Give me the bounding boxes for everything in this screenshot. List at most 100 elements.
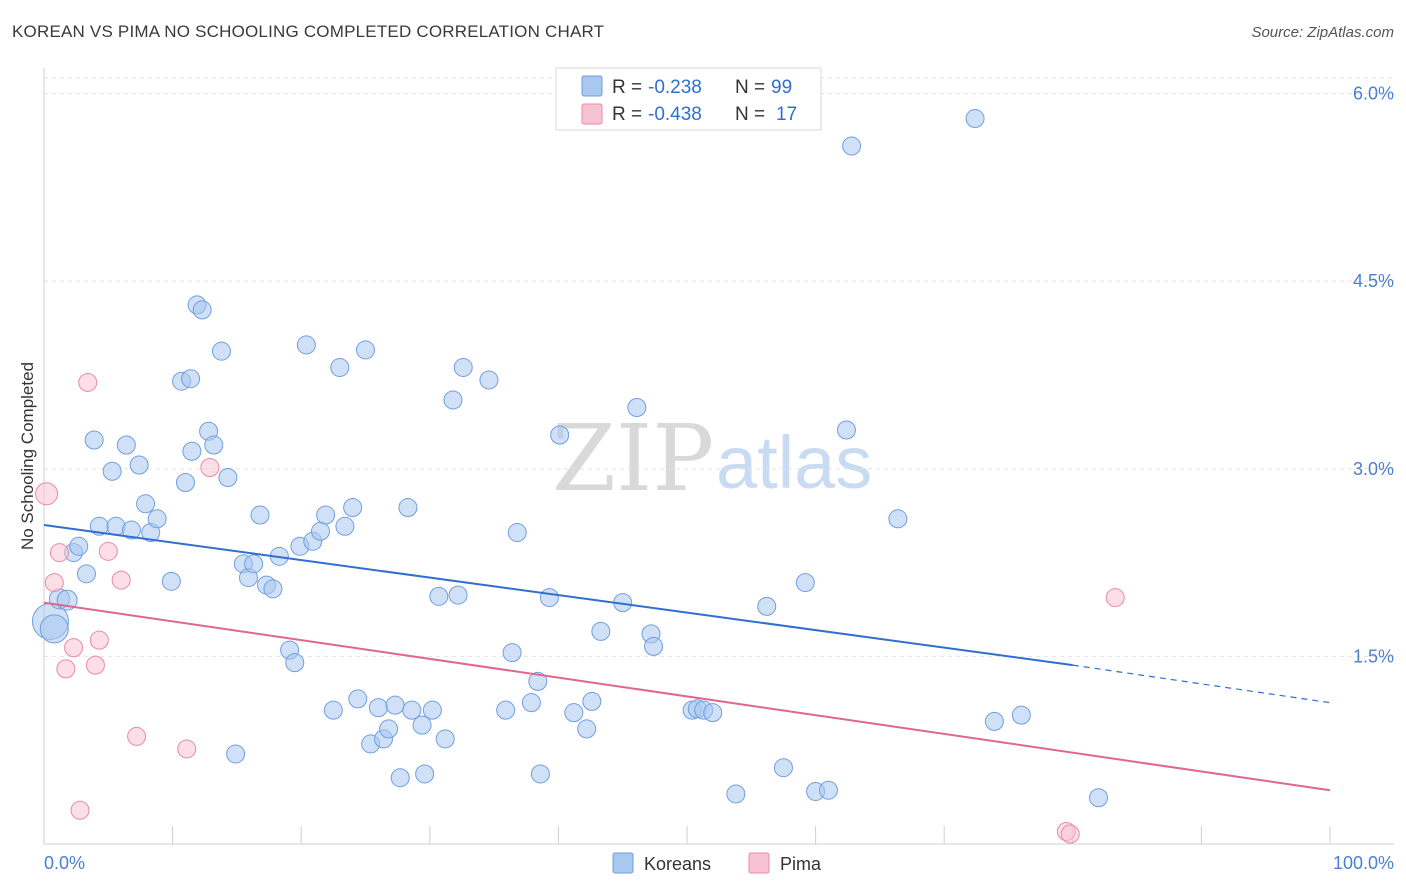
legend-n-value-koreans: 99 (771, 77, 792, 98)
data-point-koreans (415, 764, 435, 784)
y-tick-label: 6.0% (1353, 84, 1394, 104)
data-point-pima (85, 655, 105, 675)
data-point-koreans (390, 768, 410, 788)
data-point-pima (64, 638, 84, 658)
data-point-koreans (204, 435, 224, 455)
data-point-koreans (564, 703, 584, 723)
data-point-koreans (323, 700, 343, 720)
data-point-pima (127, 726, 147, 746)
bottom-legend-swatch-koreans (612, 852, 634, 874)
data-point-pima (177, 739, 197, 759)
x-axis-ticks (172, 826, 1331, 844)
data-point-koreans (250, 505, 270, 525)
legend-r-label-koreans: R = (612, 77, 642, 98)
data-point-koreans (773, 758, 793, 778)
data-point-koreans (129, 455, 149, 475)
data-point-koreans (102, 461, 122, 481)
data-point-koreans (211, 341, 231, 361)
source-credit: Source: ZipAtlas.com (1251, 24, 1394, 41)
data-point-koreans (136, 494, 156, 514)
data-point-koreans (530, 764, 550, 784)
data-point-koreans (368, 698, 388, 718)
data-point-koreans (402, 700, 422, 720)
y-tick-label: 1.5% (1353, 646, 1394, 666)
data-point-koreans (582, 691, 602, 711)
stats-legend: R = -0.238 N = 99 R = -0.438 N = 17 (555, 67, 822, 131)
data-point-pima (111, 570, 131, 590)
data-point-koreans (1011, 705, 1031, 725)
series-layer (31, 109, 1331, 844)
data-point-koreans (521, 693, 541, 713)
data-point-koreans (398, 498, 418, 518)
data-point-koreans (379, 719, 399, 739)
data-point-koreans (175, 473, 195, 493)
data-point-koreans (192, 300, 212, 320)
data-point-koreans (965, 109, 985, 129)
legend-n-label-koreans: N = (735, 77, 765, 98)
data-point-koreans (577, 719, 597, 739)
data-point-koreans (121, 520, 141, 540)
data-point-koreans (443, 390, 463, 410)
series-legend: Koreans Pima (612, 852, 822, 874)
data-point-koreans (39, 614, 69, 644)
data-point-koreans (218, 468, 238, 488)
data-point-koreans (726, 784, 746, 804)
data-point-pima (200, 458, 220, 478)
data-point-pima (1060, 824, 1080, 844)
watermark-zip: ZIP (552, 405, 714, 512)
data-point-koreans (507, 523, 527, 543)
data-point-koreans (422, 700, 442, 720)
data-point-koreans (496, 700, 516, 720)
data-point-koreans (644, 636, 664, 656)
chart-title: KOREAN VS PIMA NO SCHOOLING COMPLETED CO… (12, 22, 605, 41)
data-point-koreans (1089, 788, 1109, 808)
data-point-pima (98, 541, 118, 561)
data-point-koreans (147, 509, 167, 529)
data-point-koreans (263, 579, 283, 599)
data-point-koreans (429, 586, 449, 606)
data-point-koreans (285, 653, 305, 673)
data-point-koreans (76, 564, 96, 584)
data-point-koreans (412, 715, 432, 735)
data-point-koreans (343, 498, 363, 518)
legend-n-label-pima: N = (735, 104, 765, 125)
data-point-koreans (356, 340, 375, 360)
trend-line-extension-koreans (1072, 664, 1331, 704)
data-point-pima (78, 372, 98, 392)
y-tick-label: 3.0% (1353, 459, 1394, 479)
data-point-koreans (842, 136, 862, 156)
data-point-koreans (330, 357, 350, 377)
legend-swatch-koreans (581, 75, 603, 97)
series-pima (35, 372, 1125, 844)
data-point-koreans (310, 521, 330, 541)
y-tick-label: 4.5% (1353, 271, 1394, 291)
data-point-koreans (181, 369, 201, 389)
bottom-legend-swatch-pima (748, 852, 770, 874)
trend-line-koreans (43, 524, 1073, 667)
data-point-koreans (348, 689, 368, 709)
data-point-koreans (448, 585, 468, 605)
bottom-legend-label-koreans: Koreans (644, 854, 711, 874)
data-point-koreans (161, 571, 181, 591)
data-point-koreans (479, 370, 499, 390)
legend-r-label-pima: R = (612, 104, 642, 125)
data-point-pima (89, 630, 109, 650)
data-point-koreans (818, 780, 838, 800)
data-point-koreans (69, 536, 89, 556)
data-point-pima (35, 482, 59, 506)
data-point-koreans (888, 509, 908, 529)
y-axis-title: No Schooling Completed (18, 362, 37, 550)
data-point-koreans (244, 554, 264, 574)
data-point-koreans (385, 695, 405, 715)
x-tick-label-max: 100.0% (1333, 853, 1394, 873)
data-point-pima (44, 573, 64, 593)
data-point-koreans (226, 744, 246, 764)
data-point-koreans (795, 573, 815, 593)
data-point-pima (70, 800, 90, 820)
data-point-koreans (502, 643, 522, 663)
legend-n-value-pima: 17 (776, 104, 797, 125)
data-point-koreans (836, 420, 856, 440)
data-point-koreans (453, 357, 473, 377)
data-point-koreans (528, 671, 548, 691)
